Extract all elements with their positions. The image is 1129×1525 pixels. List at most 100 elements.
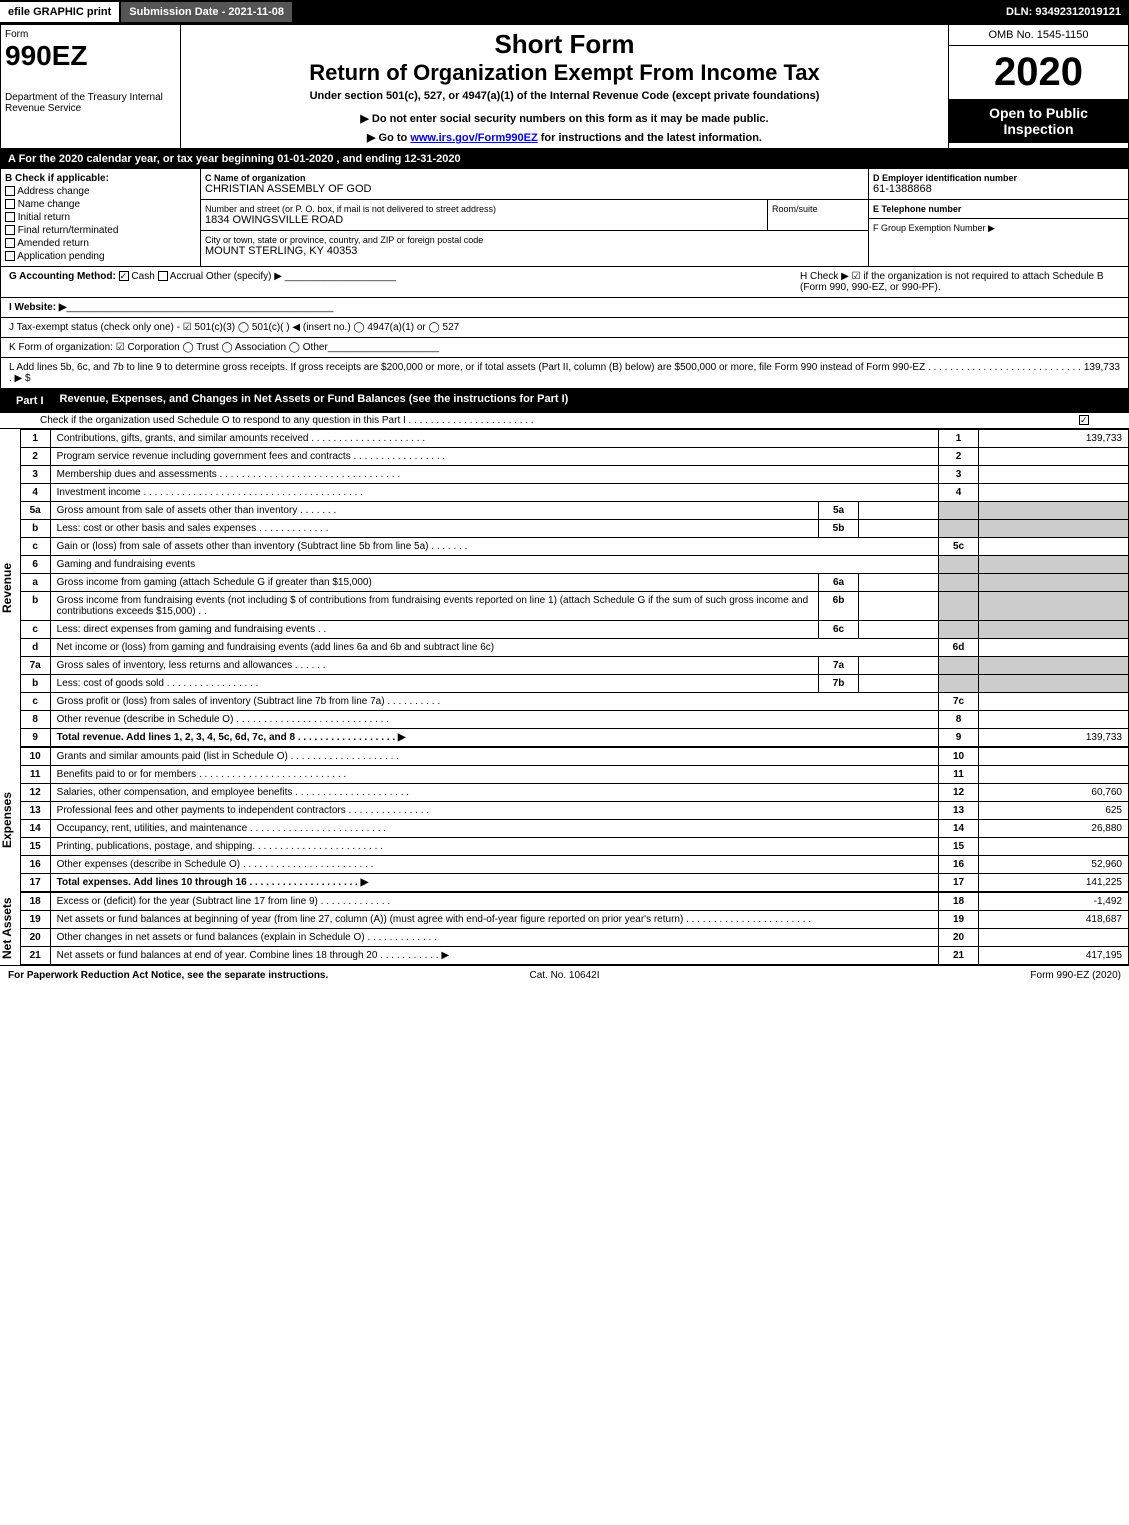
line-desc: Net income or (loss) from gaming and fun… [50,639,938,657]
table-row: 9Total revenue. Add lines 1, 2, 3, 4, 5c… [20,729,1128,747]
dln: DLN: 93492312019121 [998,2,1129,22]
line-value-shade [979,520,1129,538]
line-number: 11 [20,766,50,784]
line-desc: Other changes in net assets or fund bala… [50,929,938,947]
line-label: 15 [939,838,979,856]
line-value [979,711,1129,729]
line-label-shade [939,520,979,538]
form-header: Form 990EZ Department of the Treasury In… [0,24,1129,149]
revenue-label: Revenue [0,429,20,747]
chk-address-change[interactable]: Address change [5,186,196,197]
table-row: 5aGross amount from sale of assets other… [20,502,1128,520]
line-desc: Investment income . . . . . . . . . . . … [50,484,938,502]
line-number: 15 [20,838,50,856]
subline-value [859,675,939,693]
line-number: c [20,693,50,711]
chk-name-change[interactable]: Name change [5,199,196,210]
line-label: 3 [939,466,979,484]
line-number: b [20,592,50,621]
line-g-h: G Accounting Method: Cash Accrual Other … [0,267,1129,298]
line-label [939,556,979,574]
form-number: 990EZ [5,40,176,72]
short-form-title: Short Form [185,29,944,60]
addr-cell: Number and street (or P. O. box, if mail… [201,200,768,230]
expenses-table: 10Grants and similar amounts paid (list … [20,747,1129,892]
line-number: 3 [20,466,50,484]
chk-schedule-o[interactable] [1079,415,1089,426]
table-row: 16Other expenses (describe in Schedule O… [20,856,1128,874]
line-number: 7a [20,657,50,675]
form-label: Form [5,29,176,40]
goto-note: ▶ Go to www.irs.gov/Form990EZ for instru… [185,131,944,144]
line-label: 6d [939,639,979,657]
expenses-label: Expenses [0,747,20,892]
line-desc: Excess or (deficit) for the year (Subtra… [50,893,938,911]
subline-value [859,592,939,621]
line-desc: Less: direct expenses from gaming and fu… [50,621,818,639]
chk-cash[interactable] [119,271,129,281]
ein-label: D Employer identification number [873,173,1124,183]
line-value [979,466,1129,484]
line-label-shade [939,574,979,592]
line-label: 9 [939,729,979,747]
addr-row: Number and street (or P. O. box, if mail… [201,200,868,231]
table-row: 12Salaries, other compensation, and empl… [20,784,1128,802]
box-c: C Name of organization CHRISTIAN ASSEMBL… [201,169,868,266]
line-desc: Printing, publications, postage, and shi… [50,838,938,856]
line-a: A For the 2020 calendar year, or tax yea… [0,149,1129,169]
return-title: Return of Organization Exempt From Incom… [185,60,944,86]
line-desc: Gaming and fundraising events [50,556,938,574]
line-value [979,838,1129,856]
table-row: 20Other changes in net assets or fund ba… [20,929,1128,947]
part1-label: Part I [8,393,52,409]
footer: For Paperwork Reduction Act Notice, see … [0,965,1129,985]
table-row: bLess: cost or other basis and sales exp… [20,520,1128,538]
chk-initial-return[interactable]: Initial return [5,212,196,223]
table-row: 14Occupancy, rent, utilities, and mainte… [20,820,1128,838]
line-label-shade [939,621,979,639]
line-desc: Total revenue. Add lines 1, 2, 3, 4, 5c,… [50,729,938,747]
chk-accrual[interactable] [158,271,168,281]
line-label: 14 [939,820,979,838]
org-name-label: C Name of organization [205,173,864,183]
line-h: H Check ▶ ☑ if the organization is not r… [800,271,1120,293]
line-desc: Net assets or fund balances at end of ye… [50,947,938,965]
tax-year: 2020 [949,46,1128,99]
table-row: 11Benefits paid to or for members . . . … [20,766,1128,784]
chk-pending[interactable]: Application pending [5,251,196,262]
netassets-table: 18Excess or (deficit) for the year (Subt… [20,892,1129,965]
box-b-header: B Check if applicable: [5,173,196,184]
omb-number: OMB No. 1545-1150 [949,25,1128,46]
line-number: b [20,520,50,538]
subline-label: 7a [819,657,859,675]
under-section: Under section 501(c), 527, or 4947(a)(1)… [185,90,944,102]
line-desc: Professional fees and other payments to … [50,802,938,820]
addr-value: 1834 OWINGSVILLE ROAD [205,214,763,226]
line-label: 16 [939,856,979,874]
line-label: 19 [939,911,979,929]
efile-label: efile GRAPHIC print [0,2,119,22]
line-number: 9 [20,729,50,747]
goto-prefix: ▶ Go to [367,132,410,144]
subline-label: 6c [819,621,859,639]
subline-label: 5b [819,520,859,538]
table-row: 18Excess or (deficit) for the year (Subt… [20,893,1128,911]
line-value-shade [979,502,1129,520]
line-number: 20 [20,929,50,947]
line-label: 18 [939,893,979,911]
chk-amended[interactable]: Amended return [5,238,196,249]
expenses-section: Expenses 10Grants and similar amounts pa… [0,747,1129,892]
table-row: 3Membership dues and assessments . . . .… [20,466,1128,484]
org-name: CHRISTIAN ASSEMBLY OF GOD [205,183,864,195]
line-label: 4 [939,484,979,502]
line-label-shade [939,502,979,520]
line-k: K Form of organization: ☑ Corporation ◯ … [0,338,1129,358]
line-desc: Less: cost or other basis and sales expe… [50,520,818,538]
chk-final-return[interactable]: Final return/terminated [5,225,196,236]
line-desc: Gross profit or (loss) from sales of inv… [50,693,938,711]
line-value: 417,195 [979,947,1129,965]
line-desc: Other expenses (describe in Schedule O) … [50,856,938,874]
table-row: 10Grants and similar amounts paid (list … [20,748,1128,766]
table-row: cGain or (loss) from sale of assets othe… [20,538,1128,556]
goto-link[interactable]: www.irs.gov/Form990EZ [410,132,537,144]
